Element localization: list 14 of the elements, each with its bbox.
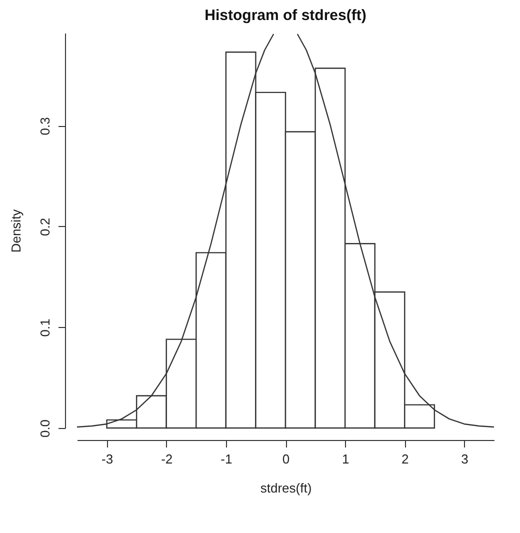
y-tick-label: 0.2: [38, 218, 52, 236]
x-tick-label: 1: [342, 452, 350, 466]
x-tick-label: 0: [282, 452, 290, 466]
y-axis-title: Density: [8, 208, 24, 253]
y-tick-label: 0.3: [38, 117, 52, 136]
chart-title: Histogram of stdres(ft): [204, 7, 366, 24]
x-tick-label: -3: [102, 452, 114, 466]
y-tick-label: 0.0: [38, 419, 52, 438]
x-tick-label: -2: [161, 452, 173, 466]
x-tick-label: 2: [402, 452, 409, 466]
x-axis-title: stdres(ft): [260, 480, 312, 496]
x-tick-label: 3: [461, 452, 468, 466]
x-tick-label: -1: [220, 452, 232, 466]
y-tick-label: 0.1: [38, 318, 52, 337]
